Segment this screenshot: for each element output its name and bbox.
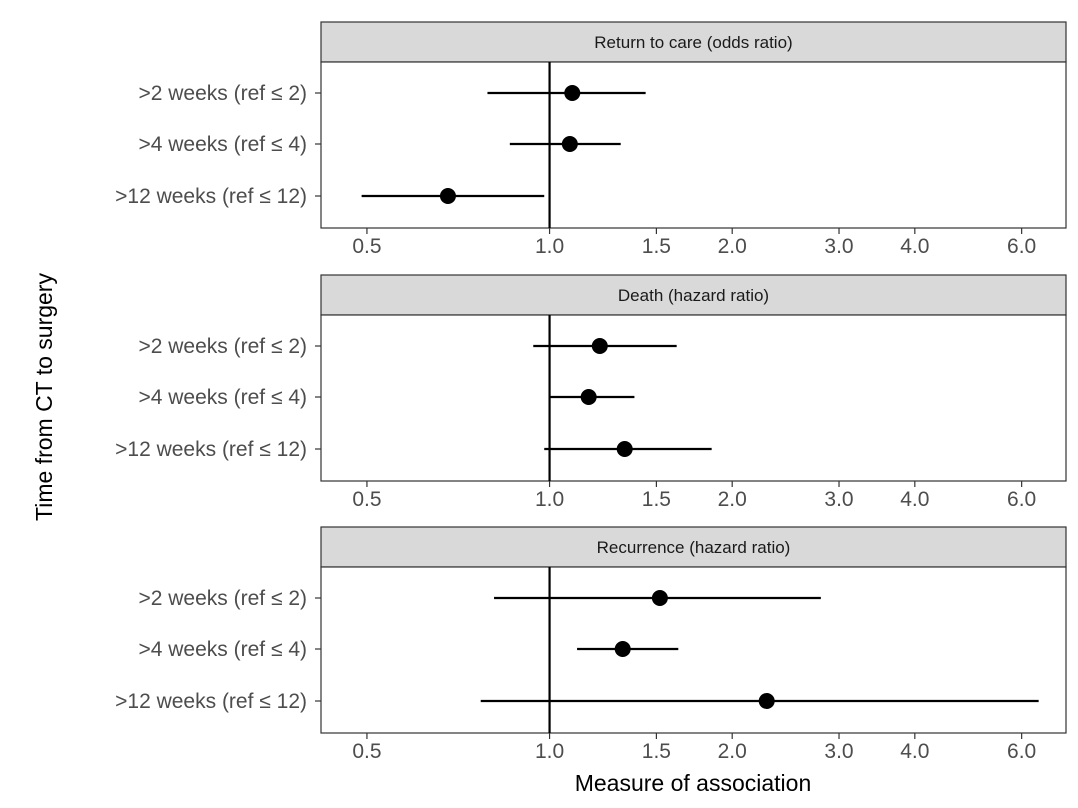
panel-3: Recurrence (hazard ratio) >2 weeks (ref ≤…	[115, 526, 1067, 763]
point-estimate	[439, 188, 456, 204]
x-tick-label: 4.0	[900, 488, 929, 511]
category-label: >12 weeks (ref ≤ 12)	[115, 185, 307, 208]
x-tick-label: 3.0	[824, 740, 853, 763]
point-estimate	[616, 441, 633, 457]
y-axis-title: Time from CT to surgery	[31, 273, 57, 521]
x-tick-label: 6.0	[1007, 488, 1036, 511]
x-axis-title: Measure of association	[575, 770, 812, 796]
facet-title: Recurrence (hazard ratio)	[597, 538, 791, 557]
x-tick-label: 4.0	[900, 740, 929, 763]
facet-title: Death (hazard ratio)	[618, 286, 769, 305]
x-tick-label: 0.5	[352, 488, 381, 511]
facet-strip	[320, 274, 1067, 316]
x-tick-label: 2.0	[718, 740, 747, 763]
category-label: >2 weeks (ref ≤ 2)	[138, 82, 307, 105]
category-label: >2 weeks (ref ≤ 2)	[138, 587, 307, 610]
facet-strip	[320, 21, 1067, 63]
x-tick-label: 0.5	[352, 235, 381, 258]
panel-2: Death (hazard ratio) >2 weeks (ref ≤ 2) >4…	[115, 274, 1067, 511]
x-tick-label: 2.0	[718, 488, 747, 511]
category-label: >4 weeks (ref ≤ 4)	[138, 133, 307, 156]
plot-area	[320, 314, 1067, 482]
x-tick-label: 1.0	[535, 488, 564, 511]
category-label: >12 weeks (ref ≤ 12)	[115, 438, 307, 461]
facet-title: Return to care (odds ratio)	[594, 33, 792, 52]
x-tick-label: 1.5	[642, 488, 671, 511]
plot-area	[320, 61, 1067, 229]
point-estimate	[591, 338, 608, 354]
x-tick-label: 1.0	[535, 235, 564, 258]
x-tick-label: 3.0	[824, 488, 853, 511]
x-tick-label: 4.0	[900, 235, 929, 258]
x-tick-label: 1.5	[642, 740, 671, 763]
plot-area	[320, 566, 1067, 734]
point-estimate	[580, 389, 597, 405]
category-label: >12 weeks (ref ≤ 12)	[115, 690, 307, 713]
x-tick-label: 3.0	[824, 235, 853, 258]
point-estimate	[758, 693, 775, 709]
x-tick-label: 2.0	[718, 235, 747, 258]
point-estimate	[561, 136, 578, 152]
x-tick-label: 6.0	[1007, 235, 1036, 258]
x-tick-label: 1.0	[535, 740, 564, 763]
panels-group: Return to care (odds ratio) >2 weeks (ref…	[115, 21, 1067, 763]
x-tick-label: 1.5	[642, 235, 671, 258]
panel-1: Return to care (odds ratio) >2 weeks (ref…	[115, 21, 1067, 258]
point-estimate	[651, 590, 668, 606]
x-tick-label: 6.0	[1007, 740, 1036, 763]
point-estimate	[614, 641, 631, 657]
point-estimate	[564, 85, 581, 101]
x-tick-label: 0.5	[352, 740, 381, 763]
category-label: >2 weeks (ref ≤ 2)	[138, 335, 307, 358]
category-label: >4 weeks (ref ≤ 4)	[138, 386, 307, 409]
category-label: >4 weeks (ref ≤ 4)	[138, 638, 307, 661]
